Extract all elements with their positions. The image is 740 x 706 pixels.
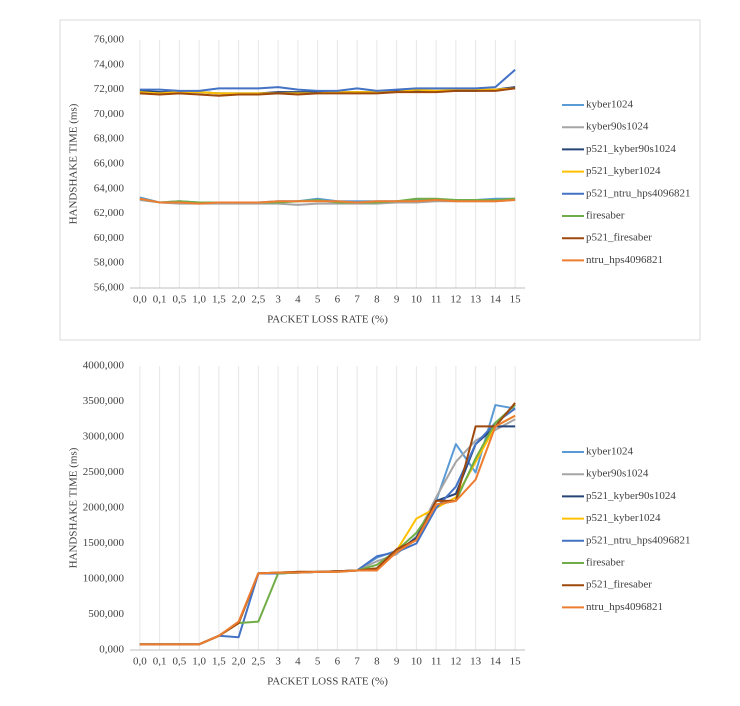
x-tick-label: 3 bbox=[275, 294, 281, 306]
x-tick-label: 2,0 bbox=[232, 294, 246, 306]
x-tick-label: 0,1 bbox=[153, 294, 167, 306]
x-tick-label: 6 bbox=[335, 294, 341, 306]
x-tick-label: 14 bbox=[490, 294, 502, 306]
x-tick-label: 13 bbox=[470, 656, 482, 668]
legend-label: ntru_hps4096821 bbox=[586, 254, 663, 266]
series-line bbox=[139, 418, 516, 646]
series-line bbox=[139, 407, 516, 646]
x-tick-label: 2,0 bbox=[232, 656, 246, 668]
legend-label: kyber90s1024 bbox=[586, 121, 649, 133]
x-tick-label: 2,5 bbox=[252, 656, 266, 668]
x-tick-label: 9 bbox=[394, 294, 400, 306]
series-line bbox=[139, 402, 516, 646]
x-tick-label: 7 bbox=[354, 656, 360, 668]
x-tick-label: 15 bbox=[510, 294, 522, 306]
series-line bbox=[139, 87, 516, 97]
series-line bbox=[139, 69, 516, 92]
series-line bbox=[139, 404, 516, 646]
x-tick-label: 6 bbox=[335, 656, 341, 668]
y-tick-label: 70,000 bbox=[94, 108, 125, 120]
x-tick-label: 5 bbox=[315, 294, 321, 306]
y-tick-label: 62,000 bbox=[94, 207, 125, 219]
legend-label: firesaber bbox=[586, 210, 625, 222]
chart-frame bbox=[59, 19, 701, 341]
x-tick-label: 0,0 bbox=[133, 656, 147, 668]
y-tick-label: 66,000 bbox=[94, 158, 125, 170]
x-tick-label: 11 bbox=[431, 656, 442, 668]
series-line bbox=[139, 414, 516, 646]
y-tick-label: 0,000 bbox=[99, 644, 124, 656]
y-tick-label: 68,000 bbox=[94, 133, 125, 145]
y-tick-label: 3500,000 bbox=[83, 395, 125, 407]
x-tick-label: 2,5 bbox=[252, 294, 266, 306]
x-tick-label: 14 bbox=[490, 656, 502, 668]
x-tick-label: 11 bbox=[431, 294, 442, 306]
x-tick-label: 4 bbox=[295, 294, 301, 306]
x-tick-label: 4 bbox=[295, 656, 301, 668]
y-tick-label: 58,000 bbox=[94, 257, 125, 269]
legend-label: p521_kyber1024 bbox=[586, 512, 661, 524]
legend-label: p521_kyber90s1024 bbox=[586, 143, 676, 155]
x-tick-label: 0,5 bbox=[173, 656, 187, 668]
x-tick-label: 12 bbox=[450, 294, 461, 306]
x-axis-title: PACKET LOSS RATE (%) bbox=[267, 676, 388, 688]
y-axis-title: HANDSHAKE TIME (ms) bbox=[68, 447, 80, 568]
y-tick-label: 4000,000 bbox=[83, 360, 125, 372]
x-tick-label: 0,1 bbox=[153, 656, 167, 668]
y-tick-label: 56,000 bbox=[94, 282, 125, 294]
y-tick-label: 2500,000 bbox=[83, 466, 125, 478]
legend-label: p521_firesaber bbox=[586, 232, 652, 244]
x-axis-title: PACKET LOSS RATE (%) bbox=[267, 314, 388, 326]
legend-label: p521_kyber90s1024 bbox=[586, 490, 676, 502]
y-tick-label: 74,000 bbox=[94, 58, 125, 70]
y-tick-label: 60,000 bbox=[94, 232, 125, 244]
x-tick-label: 1,0 bbox=[192, 294, 206, 306]
x-tick-label: 8 bbox=[374, 294, 380, 306]
legend-label: kyber90s1024 bbox=[586, 468, 649, 480]
x-tick-label: 9 bbox=[394, 656, 400, 668]
x-tick-label: 1,5 bbox=[212, 656, 226, 668]
x-tick-label: 1,5 bbox=[212, 294, 226, 306]
legend-label: p521_firesaber bbox=[586, 579, 652, 591]
x-tick-label: 12 bbox=[450, 656, 461, 668]
legend-label: p521_ntru_hps4096821 bbox=[586, 187, 691, 199]
x-tick-label: 10 bbox=[411, 656, 423, 668]
y-tick-label: 64,000 bbox=[94, 182, 125, 194]
y-tick-label: 1500,000 bbox=[83, 537, 125, 549]
y-tick-label: 500,000 bbox=[88, 608, 124, 620]
x-tick-label: 1,0 bbox=[192, 656, 206, 668]
y-axis-title: HANDSHAKE TIME (ms) bbox=[68, 103, 80, 224]
legend-label: kyber1024 bbox=[586, 446, 634, 458]
legend-label: p521_kyber1024 bbox=[586, 165, 661, 177]
series-line bbox=[139, 404, 516, 646]
y-tick-label: 1000,000 bbox=[83, 573, 125, 585]
y-tick-label: 76,000 bbox=[94, 34, 125, 46]
x-tick-label: 13 bbox=[470, 294, 482, 306]
x-tick-label: 0,0 bbox=[133, 294, 147, 306]
x-tick-label: 5 bbox=[315, 656, 321, 668]
legend-label: firesaber bbox=[586, 557, 625, 569]
x-tick-label: 3 bbox=[275, 656, 281, 668]
y-tick-label: 3000,000 bbox=[83, 431, 125, 443]
legend-label: ntru_hps4096821 bbox=[586, 601, 663, 613]
x-tick-label: 7 bbox=[354, 294, 360, 306]
legend-label: kyber1024 bbox=[586, 99, 634, 111]
legend-label: p521_ntru_hps4096821 bbox=[586, 534, 691, 546]
y-tick-label: 2000,000 bbox=[83, 502, 125, 514]
series-line bbox=[139, 197, 516, 205]
x-tick-label: 10 bbox=[411, 294, 423, 306]
x-tick-label: 0,5 bbox=[173, 294, 187, 306]
x-tick-label: 8 bbox=[374, 656, 380, 668]
x-tick-label: 15 bbox=[510, 656, 522, 668]
y-tick-label: 72,000 bbox=[94, 83, 125, 95]
